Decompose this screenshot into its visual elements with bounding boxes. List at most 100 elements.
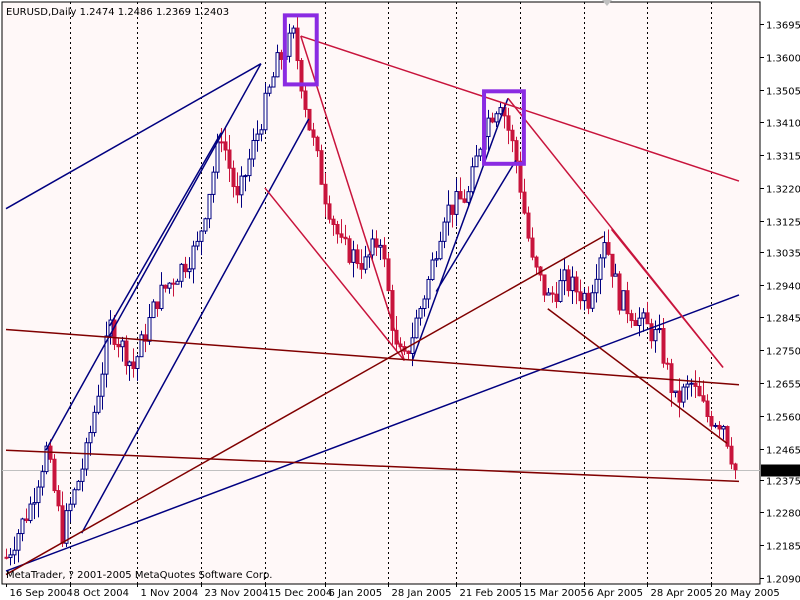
- candle: [725, 425, 730, 449]
- candle: [586, 286, 591, 315]
- candle: [167, 282, 172, 294]
- candle: [116, 338, 121, 358]
- trend-line[interactable]: [5, 449, 740, 483]
- candle: [566, 265, 571, 297]
- highlight-box[interactable]: [282, 13, 319, 87]
- candle: [602, 231, 607, 268]
- x-tick-label: 15 Dec 2004: [269, 588, 333, 599]
- candle-body-bear: [56, 490, 61, 507]
- chart-shift-marker[interactable]: [602, 0, 612, 6]
- candle-body-bull: [562, 269, 567, 282]
- candle-body-bull: [12, 549, 17, 556]
- candle-body-bear: [725, 426, 730, 447]
- candle-body-bear: [649, 323, 654, 342]
- candle-body-bear: [331, 218, 336, 225]
- trend-line[interactable]: [411, 97, 509, 361]
- candle-body-bull: [151, 301, 156, 319]
- candle-body-bear: [359, 263, 364, 270]
- candle-body-bull: [558, 280, 563, 302]
- plot-area[interactable]: [1, 1, 761, 585]
- candle-body-bear: [661, 328, 666, 364]
- candle-body-bull: [263, 92, 268, 131]
- candle: [733, 462, 738, 480]
- candle-body-bear: [625, 290, 630, 315]
- trend-line[interactable]: [5, 328, 740, 386]
- candle-body-bull: [187, 268, 192, 273]
- candle-body-bull: [602, 242, 607, 259]
- trend-line[interactable]: [5, 294, 740, 572]
- x-tick-label: 1 Nov 2004: [141, 588, 199, 599]
- candle-body-bear: [406, 350, 411, 355]
- candle: [319, 144, 324, 185]
- candle: [259, 124, 264, 142]
- candle: [40, 465, 45, 496]
- candle-body-bear: [327, 203, 332, 220]
- y-tick-label: 1.2185: [766, 542, 800, 553]
- trend-line[interactable]: [547, 308, 728, 444]
- candle: [669, 358, 674, 407]
- trend-line[interactable]: [108, 132, 222, 327]
- candle-body-bear: [339, 233, 344, 238]
- candle-body-bear: [299, 60, 304, 92]
- candle: [207, 193, 212, 229]
- y-tick-label: 1.2845: [766, 314, 800, 325]
- trend-line[interactable]: [435, 159, 517, 292]
- candle: [363, 245, 368, 274]
- x-tick-label: 15 Mar 2005: [524, 588, 587, 599]
- candle-body-bull: [72, 489, 77, 505]
- y-tick-label: 1.2655: [766, 380, 800, 391]
- candle-body-bull: [442, 221, 447, 242]
- candle: [382, 237, 387, 268]
- highlight-box[interactable]: [482, 89, 526, 166]
- trend-lines[interactable]: [5, 35, 740, 576]
- candle-body-bear: [578, 291, 583, 302]
- candle: [191, 240, 196, 284]
- candle-body-bear: [542, 274, 547, 296]
- candle: [438, 231, 443, 261]
- trend-line[interactable]: [264, 187, 405, 362]
- candle: [390, 284, 395, 345]
- candle: [697, 377, 702, 397]
- trend-line[interactable]: [5, 235, 604, 576]
- candle-body-bull: [713, 424, 718, 427]
- candle-body-bear: [709, 416, 714, 427]
- candle: [20, 517, 25, 542]
- candle: [287, 23, 292, 63]
- candle-body-bull: [378, 244, 383, 248]
- candle-body-bull: [721, 426, 726, 430]
- candle: [570, 266, 575, 305]
- candle: [32, 487, 37, 520]
- candle: [231, 160, 236, 198]
- candle: [347, 235, 352, 265]
- trend-line[interactable]: [610, 228, 724, 368]
- candle: [374, 230, 379, 256]
- y-tick-label: 1.3600: [766, 54, 800, 65]
- candle: [44, 441, 49, 475]
- trend-line[interactable]: [45, 63, 262, 451]
- candle: [311, 122, 316, 146]
- trend-line[interactable]: [300, 35, 406, 361]
- candle: [621, 290, 626, 311]
- candle: [139, 330, 144, 358]
- candle-body-bear: [526, 212, 531, 239]
- candle-body-bull: [32, 502, 37, 505]
- candle-body-bull: [96, 395, 101, 413]
- trend-line[interactable]: [5, 63, 262, 210]
- y-tick-label: 1.2465: [766, 446, 800, 457]
- axes: 16 Sep 2004 8 Oct 2004 1 Nov 2004 23 Nov 20…: [6, 21, 800, 599]
- candle-body-bear: [52, 458, 57, 492]
- candle: [406, 350, 411, 359]
- candle-body-bear: [554, 293, 559, 302]
- x-tick-label: 28 Jan 2005: [392, 588, 452, 599]
- candle: [657, 314, 662, 334]
- trend-line[interactable]: [300, 35, 740, 182]
- candle: [701, 380, 706, 403]
- highlight-boxes[interactable]: [282, 13, 526, 166]
- candle-body-bear: [733, 463, 738, 471]
- candle-body-bull: [430, 259, 435, 280]
- candle: [422, 295, 427, 317]
- candle: [195, 231, 200, 251]
- trend-line[interactable]: [81, 118, 310, 534]
